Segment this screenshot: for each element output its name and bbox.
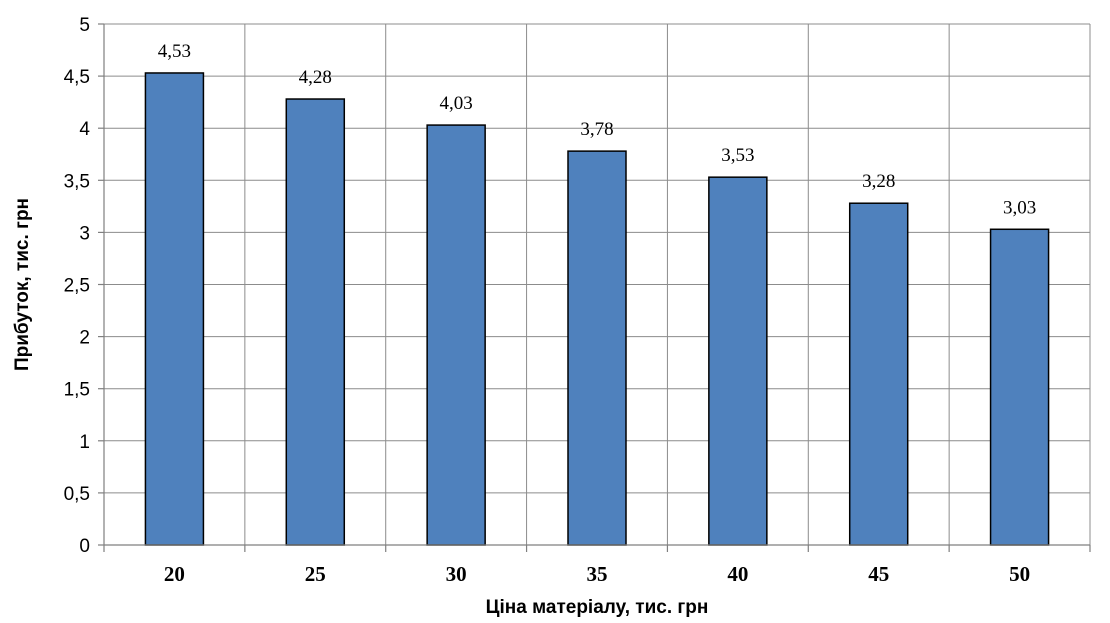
x-tick-label: 20 xyxy=(164,562,185,586)
y-tick-label: 2,5 xyxy=(64,276,90,297)
x-tick-label: 40 xyxy=(727,562,748,586)
x-axis-title: Ціна матеріалу, тис. грн xyxy=(486,597,709,618)
y-tick-label: 4 xyxy=(79,119,90,140)
data-label: 4,03 xyxy=(440,93,473,114)
data-label: 3,78 xyxy=(580,119,613,140)
bars xyxy=(144,72,1050,546)
x-tick-label: 50 xyxy=(1009,562,1030,586)
bar xyxy=(144,72,205,546)
data-label: 3,28 xyxy=(862,171,895,192)
data-label: 4,53 xyxy=(158,41,191,62)
y-tick-label: 2 xyxy=(79,328,90,349)
bar xyxy=(708,176,768,546)
bar xyxy=(567,150,627,546)
bar xyxy=(285,98,346,546)
y-tick-label: 1,5 xyxy=(64,380,90,401)
data-label: 3,53 xyxy=(721,145,754,166)
data-label: 3,03 xyxy=(1003,197,1036,218)
bar xyxy=(989,228,1050,546)
y-tick-label: 0,5 xyxy=(64,484,90,505)
x-tick-label: 25 xyxy=(305,562,326,586)
axes xyxy=(98,23,1091,552)
y-tick-label: 4,5 xyxy=(64,67,90,88)
x-tick-label: 35 xyxy=(587,562,608,586)
y-tick-label: 5 xyxy=(79,15,90,36)
data-label: 4,28 xyxy=(299,67,332,88)
y-axis-title: Прибуток, тис. грн xyxy=(12,198,33,371)
x-tick-label: 45 xyxy=(868,562,889,586)
x-tick-label: 30 xyxy=(446,562,467,586)
y-tick-label: 1 xyxy=(79,432,90,453)
bar xyxy=(426,124,486,546)
labels: 0 0,5 1 1,5 2 2,5 3 3,5 4 4,5 5 4,53 20 4,28 25 4,03 30 3… xyxy=(64,15,1037,586)
bar xyxy=(848,202,909,546)
y-tick-label: 0 xyxy=(79,536,90,557)
y-tick-label: 3,5 xyxy=(64,171,90,192)
y-tick-label: 3 xyxy=(79,223,90,244)
